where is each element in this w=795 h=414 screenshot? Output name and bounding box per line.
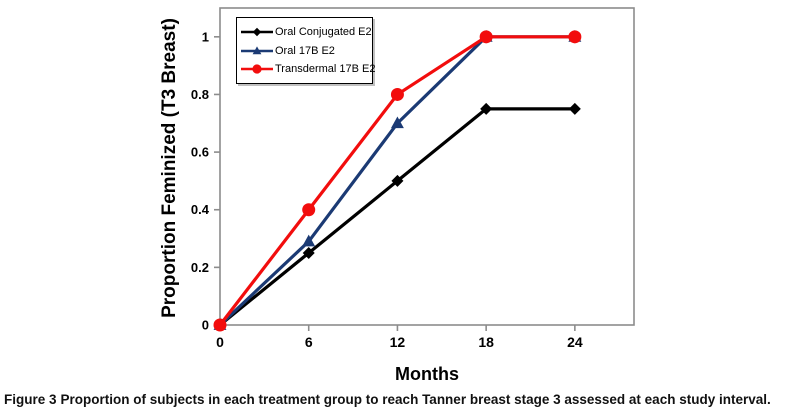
x-axis-title: Months bbox=[395, 364, 459, 384]
series-marker-oral-conjugated-e2 bbox=[391, 174, 404, 187]
series-marker-oral-conjugated-e2 bbox=[302, 246, 315, 259]
x-tick-label: 24 bbox=[567, 334, 583, 350]
y-tick-label: 0 bbox=[202, 318, 209, 333]
y-tick-label: 0.8 bbox=[191, 87, 209, 102]
x-tick-label: 12 bbox=[390, 334, 406, 350]
y-tick-label: 0.2 bbox=[191, 260, 209, 275]
series-marker-transdermal-17b-e2 bbox=[479, 30, 493, 44]
y-tick-label: 0.4 bbox=[191, 202, 210, 217]
legend-swatch-circle-icon bbox=[241, 64, 273, 74]
series-marker-oral-17b-e2 bbox=[302, 234, 316, 247]
series-marker-transdermal-17b-e2 bbox=[213, 318, 227, 332]
legend-swatch-diamond-icon bbox=[241, 27, 273, 36]
plot-frame bbox=[219, 7, 635, 326]
legend-item-oral-17b-e2: Oral 17B E2 bbox=[240, 44, 369, 58]
series-marker-transdermal-17b-e2 bbox=[302, 203, 316, 217]
y-tick-label: 1 bbox=[202, 29, 209, 44]
legend-marker-circle bbox=[252, 64, 262, 74]
series-marker-oral-conjugated-e2 bbox=[480, 102, 493, 115]
figure-caption: Figure 3 Proportion of subjects in each t… bbox=[4, 392, 792, 407]
figure-caption-text: Proportion of subjects in each treatment… bbox=[60, 392, 771, 407]
x-tick-label: 0 bbox=[216, 334, 224, 350]
legend: Oral Conjugated E2 Oral 17B E2 Transdermal… bbox=[236, 17, 375, 84]
legend-label: Oral Conjugated E2 bbox=[275, 25, 372, 38]
plot-canvas: 0 0.2 0.4 0.6 0.8 1 0 6 12 18 24 bbox=[191, 7, 635, 350]
legend-item-oral-conjugated-e2: Oral Conjugated E2 bbox=[240, 25, 372, 39]
legend-label: Transdermal 17B E2 bbox=[275, 63, 376, 76]
series-marker-oral-conjugated-e2 bbox=[568, 102, 581, 115]
x-tick-label: 6 bbox=[305, 334, 313, 350]
chart-area: 0 0.2 0.4 0.6 0.8 1 0 6 12 18 24 Proportion Femini… bbox=[159, 7, 635, 384]
series-marker-oral-17b-e2 bbox=[390, 116, 404, 129]
y-tick-label: 0.6 bbox=[191, 145, 209, 160]
series-marker-transdermal-17b-e2 bbox=[390, 87, 404, 101]
legend-swatch-triangle-icon bbox=[241, 45, 273, 54]
figure-caption-label: Figure 3 bbox=[4, 392, 57, 407]
legend-item-transdermal-17b-e2: Transdermal 17B E2 bbox=[240, 62, 375, 76]
x-tick-label: 18 bbox=[478, 334, 494, 350]
legend-marker-diamond bbox=[252, 27, 262, 36]
legend-marker-triangle bbox=[252, 45, 262, 54]
series-line-oral-conjugated-e2 bbox=[218, 107, 575, 327]
legend-label: Oral 17B E2 bbox=[275, 44, 335, 57]
series-marker-transdermal-17b-e2 bbox=[568, 30, 582, 44]
y-axis-title: Proportion Feminized (T3 Breast) bbox=[159, 18, 180, 318]
